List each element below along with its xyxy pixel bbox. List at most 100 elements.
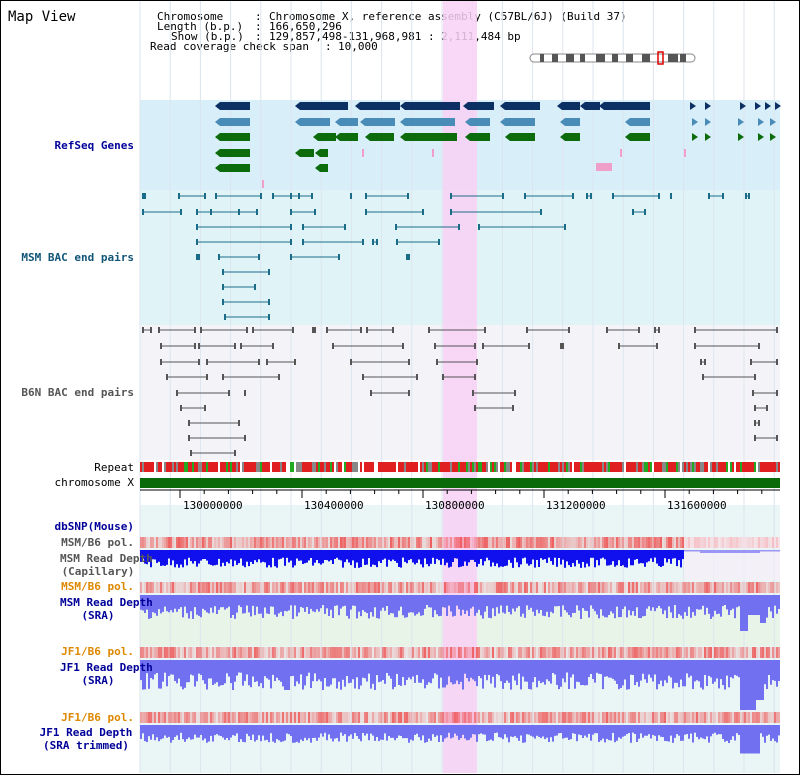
depth-mark <box>166 595 168 612</box>
depth-mark <box>352 725 354 739</box>
track-label-refseq-genes[interactable]: RefSeq Genes <box>54 139 134 152</box>
pol-mark <box>736 582 738 593</box>
pol-mark <box>314 582 316 593</box>
depth-mark <box>624 595 626 607</box>
pol-mark <box>430 647 432 658</box>
pol-mark <box>690 647 692 658</box>
repeat-mark <box>730 462 732 472</box>
depth-mark <box>612 595 614 614</box>
depth-mark <box>454 550 456 559</box>
pol-mark <box>360 647 362 658</box>
pol-mark <box>434 712 436 723</box>
pol-mark <box>618 582 620 593</box>
pol-mark <box>250 712 252 723</box>
depth-mark <box>738 725 740 735</box>
depth-mark <box>322 550 324 564</box>
pol-mark <box>180 537 182 548</box>
depth-mark <box>334 550 336 559</box>
repeat-mark <box>400 462 402 472</box>
depth-mark <box>698 725 700 740</box>
depth-mark <box>692 595 694 613</box>
repeat-mark <box>160 462 162 472</box>
depth-mark <box>164 550 166 566</box>
bac-end <box>564 224 566 230</box>
pol-mark <box>396 537 398 548</box>
depth-mark <box>266 725 268 740</box>
pol-mark <box>330 537 332 548</box>
pol-mark <box>394 537 396 548</box>
depth-mark <box>386 725 388 741</box>
depth-mark <box>580 550 582 568</box>
pol-mark <box>242 582 244 593</box>
bac-end <box>722 193 724 199</box>
pol-mark <box>336 537 338 548</box>
depth-mark <box>688 660 690 678</box>
depth-mark <box>300 725 302 740</box>
depth-mark <box>474 595 476 616</box>
pol-mark <box>424 582 426 593</box>
pol-mark <box>160 712 162 723</box>
repeat-mark <box>702 462 704 472</box>
pol-mark <box>328 537 330 548</box>
repeat-mark <box>220 462 222 472</box>
depth-mark <box>492 595 494 609</box>
depth-mark <box>594 725 596 734</box>
depth-mark <box>200 660 202 675</box>
depth-mark <box>354 725 356 733</box>
pol-mark <box>268 537 270 548</box>
pol-mark <box>652 582 654 593</box>
depth-mark <box>300 550 302 561</box>
pol-mark <box>690 582 692 593</box>
repeat-mark <box>170 462 172 472</box>
gene-arrow <box>295 102 300 110</box>
depth-mark <box>324 660 326 679</box>
pol-mark <box>240 647 242 658</box>
repeat-mark <box>230 462 232 472</box>
depth-mark <box>562 550 564 560</box>
depth-mark <box>216 550 218 565</box>
repeat-mark <box>390 462 392 472</box>
pol-mark <box>452 582 454 593</box>
depth-mark <box>210 725 212 736</box>
pol-mark <box>172 582 174 593</box>
pol-mark <box>356 537 358 548</box>
depth-mark <box>690 725 692 734</box>
repeat-mark <box>216 462 218 472</box>
track-label-dbsnp[interactable]: dbSNP(Mouse) <box>54 520 134 533</box>
pol-mark <box>540 647 542 658</box>
pol-mark <box>196 582 198 593</box>
track-label-b6n-bac[interactable]: B6N BAC end pairs <box>21 386 134 399</box>
pol-mark <box>406 582 408 593</box>
depth-mark <box>238 595 240 606</box>
depth-mark <box>290 595 292 606</box>
repeat-mark <box>304 462 306 472</box>
depth-mark <box>422 725 424 736</box>
pol-mark <box>526 712 528 723</box>
depth-mark <box>154 550 156 560</box>
depth-mark <box>460 595 462 616</box>
pol-mark <box>326 582 328 593</box>
depth-mark <box>708 660 710 676</box>
pol-mark <box>730 582 732 593</box>
depth-mark <box>542 725 544 737</box>
repeat-mark <box>768 462 770 472</box>
pol-mark <box>302 582 304 593</box>
bac-end <box>476 359 478 365</box>
depth-mark <box>150 550 152 568</box>
depth-mark <box>752 595 754 615</box>
pol-mark <box>484 582 486 593</box>
pol-mark <box>494 712 496 723</box>
pol-mark <box>604 647 606 658</box>
pol-mark <box>576 712 578 723</box>
depth-mark <box>260 595 262 614</box>
pol-mark <box>650 582 652 593</box>
track-label-msm-bac[interactable]: MSM BAC end pairs <box>21 251 134 264</box>
pol-mark <box>166 582 168 593</box>
pol-mark <box>198 712 200 723</box>
pol-mark <box>672 712 674 723</box>
pol-mark <box>512 537 514 548</box>
depth-mark <box>694 660 696 682</box>
pol-mark <box>650 537 652 548</box>
pol-mark <box>290 712 292 723</box>
